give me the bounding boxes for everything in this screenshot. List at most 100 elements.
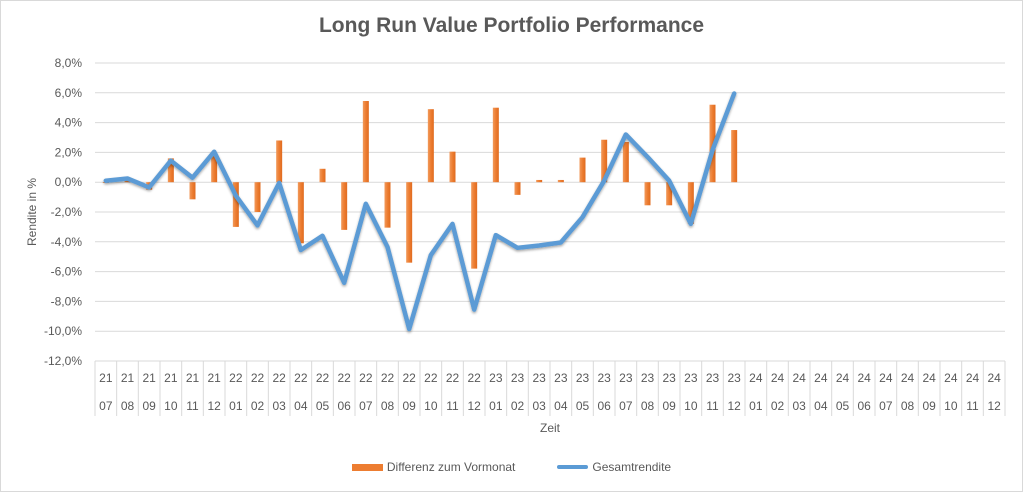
x-tick-label-month: 08: [641, 399, 655, 413]
bar: [384, 182, 391, 228]
y-tick-label: -10,0%: [44, 324, 82, 338]
bar: [167, 158, 174, 183]
bar: [471, 182, 478, 269]
y-tick-label: 0,0%: [55, 175, 83, 189]
x-tick-label-month: 11: [966, 399, 979, 413]
x-tick-label-year: 22: [316, 371, 330, 385]
x-tick-label-month: 10: [164, 399, 178, 413]
bar-series-differenz: [102, 100, 738, 269]
x-tick-label-month: 03: [792, 399, 806, 413]
x-tick-label-month: 12: [727, 399, 741, 413]
x-tick-label-month: 11: [446, 399, 459, 413]
bar: [687, 182, 694, 224]
x-tick-label-month: 09: [142, 399, 156, 413]
x-tick-label-year: 22: [402, 371, 416, 385]
x-tick-label-year: 24: [879, 371, 893, 385]
x-tick-label-year: 23: [489, 371, 503, 385]
y-axis-ticks: 8,0% 6,0% 4,0% 2,0% 0,0% -2,0% -4,0% -6,0% -8,0%…: [44, 56, 82, 368]
line-path: [103, 91, 737, 332]
y-tick-label: -8,0%: [51, 294, 83, 308]
x-tick-label-month: 07: [99, 399, 113, 413]
x-tick-label-year: 23: [619, 371, 633, 385]
x-tick-label-year: 22: [359, 371, 373, 385]
x-tick-label-month: 11: [186, 399, 199, 413]
x-tick-label-month: 01: [489, 399, 503, 413]
x-tick-label-year: 24: [749, 371, 763, 385]
x-tick-label-month: 03: [532, 399, 546, 413]
y-tick-label: -4,0%: [51, 235, 83, 249]
x-tick-label-year: 24: [836, 371, 850, 385]
bar: [427, 109, 434, 183]
y-tick-label: -6,0%: [51, 265, 83, 279]
x-tick-label-year: 23: [641, 371, 655, 385]
x-tick-label-year: 23: [576, 371, 590, 385]
x-tick-label-month: 09: [922, 399, 936, 413]
x-tick-label-year: 24: [922, 371, 936, 385]
x-tick-label-month: 06: [857, 399, 871, 413]
x-tick-label-year: 22: [272, 371, 286, 385]
legend-label-gesamtrendite: Gesamtrendite: [592, 460, 672, 474]
x-tick-label-month: 05: [316, 399, 330, 413]
x-tick-label-month: 05: [836, 399, 850, 413]
x-tick-label-year: 24: [814, 371, 828, 385]
bar: [211, 156, 218, 183]
x-tick-label-month: 10: [424, 399, 438, 413]
x-axis-title: Zeit: [539, 421, 560, 435]
x-tick-label-year: 23: [511, 371, 525, 385]
x-tick-label-year: 24: [857, 371, 871, 385]
x-tick-label-year: 23: [727, 371, 741, 385]
x-tick-label-month: 02: [251, 399, 265, 413]
bar: [406, 182, 413, 263]
x-tick-label-year: 23: [554, 371, 568, 385]
x-tick-label-year: 21: [121, 371, 135, 385]
x-tick-label-year: 24: [944, 371, 958, 385]
x-tick-label-month: 11: [706, 399, 719, 413]
x-tick-label-year: 22: [467, 371, 481, 385]
chart-title: Long Run Value Portfolio Performance: [318, 14, 705, 37]
x-tick-label-year: 24: [901, 371, 915, 385]
x-tick-label-year: 24: [792, 371, 806, 385]
bar: [644, 182, 651, 206]
x-tick-label-month: 06: [337, 399, 351, 413]
x-tick-label-month: 09: [662, 399, 676, 413]
y-tick-label: 4,0%: [55, 116, 83, 130]
y-tick-label: -2,0%: [51, 205, 83, 219]
bar: [254, 182, 261, 212]
legend-bar-swatch-icon: [351, 463, 383, 471]
legend-item-gesamtrendite[interactable]: Gesamtrendite: [557, 460, 671, 474]
y-tick-label: 8,0%: [55, 56, 83, 70]
x-tick-label-month: 04: [814, 399, 828, 413]
x-tick-label-year: 21: [99, 371, 113, 385]
x-tick-label-year: 23: [684, 371, 698, 385]
bar: [276, 140, 283, 183]
x-tick-label-month: 05: [576, 399, 590, 413]
x-tick-label-month: 04: [554, 399, 568, 413]
x-tick-label-year: 23: [597, 371, 611, 385]
bar: [449, 151, 456, 183]
legend-item-differenz[interactable]: Differenz zum Vormonat: [351, 460, 516, 474]
x-tick-label-year: 24: [771, 371, 785, 385]
x-tick-label-year: 21: [186, 371, 200, 385]
x-tick-label-month: 08: [381, 399, 395, 413]
bar: [124, 179, 131, 183]
legend-line-swatch-icon: [557, 465, 589, 469]
x-tick-label-month: 09: [402, 399, 416, 413]
bar: [557, 179, 564, 183]
line-series-gesamtrendite: [103, 91, 737, 332]
x-tick-label-month: 07: [359, 399, 373, 413]
legend-label-differenz: Differenz zum Vormonat: [386, 460, 516, 474]
x-tick-label-month: 08: [901, 399, 915, 413]
x-tick-label-year: 24: [987, 371, 1001, 385]
gridlines: [95, 62, 1005, 332]
bar: [514, 182, 521, 195]
x-tick-label-month: 12: [207, 399, 221, 413]
x-tick-label-month: 03: [272, 399, 286, 413]
bar: [341, 182, 348, 230]
bar: [189, 182, 196, 200]
bar: [709, 104, 716, 183]
x-tick-label-month: 10: [684, 399, 698, 413]
y-tick-label: -12,0%: [44, 354, 82, 368]
bar: [297, 182, 304, 244]
x-tick-label-month: 07: [619, 399, 633, 413]
